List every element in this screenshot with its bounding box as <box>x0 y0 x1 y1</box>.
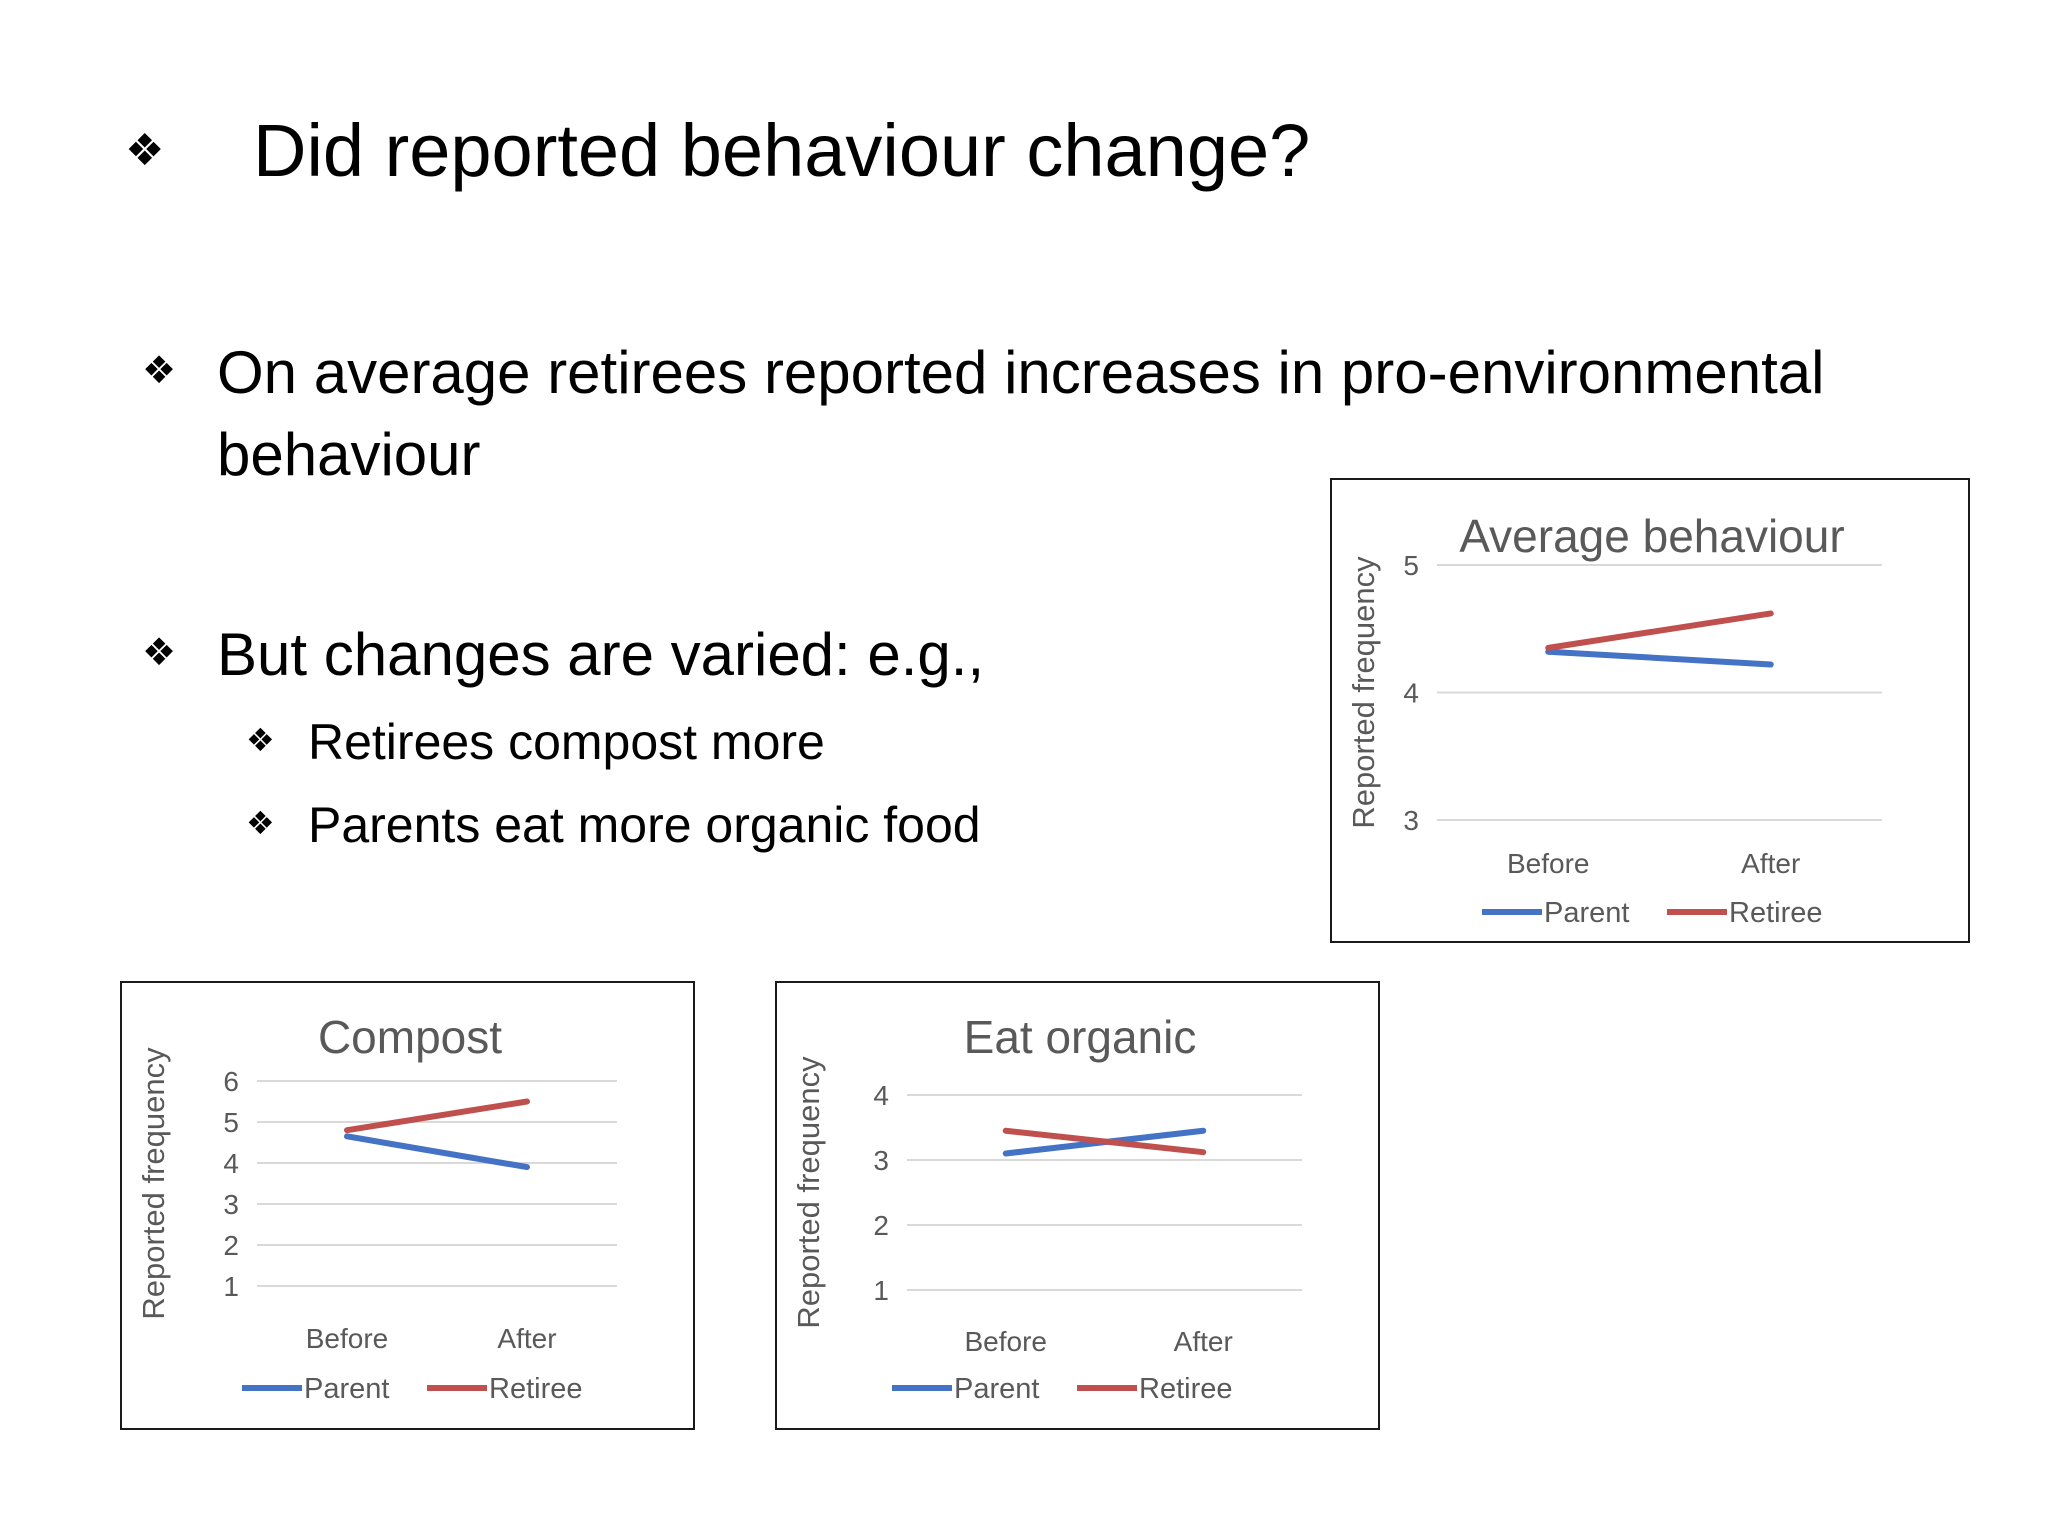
y-tick-label: 5 <box>223 1107 239 1138</box>
chart-title: Eat organic <box>964 1011 1197 1063</box>
legend-label: Parent <box>954 1373 1039 1405</box>
y-tick-label: 4 <box>223 1148 239 1179</box>
x-tick-label: After <box>497 1323 556 1354</box>
y-tick-label: 1 <box>873 1275 889 1306</box>
x-tick-label: Before <box>1507 848 1590 879</box>
sub-bullet-item: ❖ Parents eat more organic food <box>246 792 981 858</box>
x-tick-label: After <box>1174 1326 1233 1357</box>
bullet-item: ❖ On average retirees reported increases… <box>142 332 1942 496</box>
legend-label: Parent <box>1544 897 1629 929</box>
slide-title-row: ❖ Did reported behaviour change? <box>125 100 1310 200</box>
series-line-parent <box>344 1133 530 1171</box>
legend-label: Parent <box>304 1373 389 1405</box>
series-line-parent <box>1545 648 1774 668</box>
sub-bullet-text: Parents eat more organic food <box>308 797 981 853</box>
bullet-diamond-icon: ❖ <box>142 630 177 674</box>
bullet-diamond-icon: ❖ <box>142 348 177 392</box>
y-tick-label: 5 <box>1403 550 1419 581</box>
legend-label: Retiree <box>489 1373 583 1405</box>
sub-bullet-item: ❖ Retirees compost more <box>246 709 825 775</box>
y-tick-label: 2 <box>223 1230 239 1261</box>
y-tick-label: 3 <box>223 1189 239 1220</box>
y-tick-label: 2 <box>873 1210 889 1241</box>
y-tick-label: 1 <box>223 1271 239 1302</box>
y-tick-label: 3 <box>1403 805 1419 836</box>
x-tick-label: Before <box>965 1326 1048 1357</box>
y-axis-label: Reported frequency <box>791 1056 826 1329</box>
y-tick-label: 3 <box>873 1145 889 1176</box>
bullet-text: On average retirees reported increases i… <box>217 339 1825 488</box>
slide-title: Did reported behaviour change? <box>253 108 1311 192</box>
y-axis-label: Reported frequency <box>136 1047 171 1320</box>
chart-title: Average behaviour <box>1459 510 1844 562</box>
bullet-text: But changes are varied: e.g., <box>217 621 985 688</box>
series-line-retiree <box>1002 1127 1207 1156</box>
chart-svg: Compost 1 2 3 4 5 6 Reported frequency Before Aft… <box>136 1011 617 1405</box>
y-tick-label: 4 <box>873 1080 889 1111</box>
bullet-diamond-icon: ❖ <box>125 124 165 176</box>
y-axis-label: Reported frequency <box>1346 556 1381 829</box>
legend-label: Retiree <box>1139 1373 1233 1405</box>
series-line-retiree <box>1545 610 1774 651</box>
chart-average-behaviour: Average behaviour 3 4 5 Reported frequency Be… <box>1330 478 1970 943</box>
sub-bullet-text: Retirees compost more <box>308 714 825 770</box>
legend-label: Retiree <box>1729 897 1823 929</box>
chart-title: Compost <box>318 1011 502 1063</box>
bullet-diamond-icon: ❖ <box>246 721 275 759</box>
x-tick-label: Before <box>306 1323 389 1354</box>
y-tick-label: 6 <box>223 1066 239 1097</box>
y-tick-label: 4 <box>1403 678 1419 709</box>
chart-eat-organic: Eat organic 1 2 3 4 Reported frequency Before A… <box>775 981 1380 1430</box>
chart-svg: Eat organic 1 2 3 4 Reported frequency Before A… <box>791 1011 1302 1405</box>
bullet-diamond-icon: ❖ <box>246 804 275 842</box>
x-tick-label: After <box>1741 848 1800 879</box>
series-line-retiree <box>344 1098 530 1134</box>
chart-svg: Average behaviour 3 4 5 Reported frequency Be… <box>1346 510 1882 929</box>
chart-compost: Compost 1 2 3 4 5 6 Reported frequency Before Aft… <box>120 981 695 1430</box>
bullet-item: ❖ But changes are varied: e.g., <box>142 614 1342 696</box>
